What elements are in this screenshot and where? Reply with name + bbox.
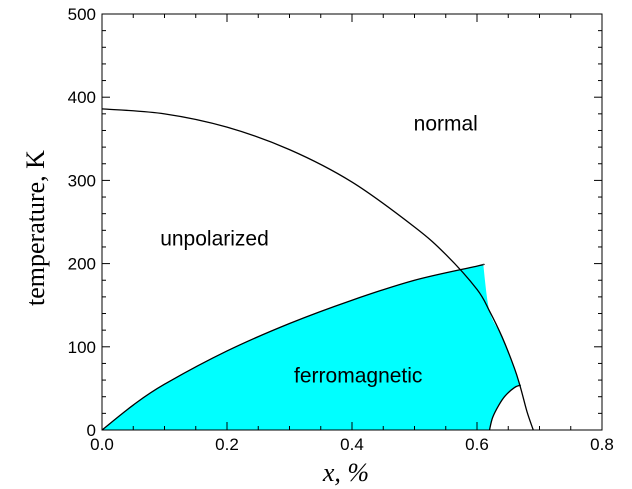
- x-tick-label: 0.0: [90, 435, 114, 454]
- x-axis: 0.0 0.2 0.4 0.6 0.8: [90, 14, 614, 454]
- y-axis-title: temperature, K: [21, 150, 50, 306]
- x-tick-label: 0.8: [590, 435, 614, 454]
- x-tick-label: 0.6: [465, 435, 489, 454]
- inner-boundary-line: [488, 384, 521, 431]
- region-label-ferromagnetic: ferromagnetic: [294, 365, 422, 388]
- y-axis: 0 100 200 300 400 500: [68, 5, 602, 440]
- y-tick-label: 100: [68, 338, 96, 357]
- y-tick-label: 200: [68, 255, 96, 274]
- x-tick-label: 0.4: [340, 435, 364, 454]
- y-tick-label: 400: [68, 88, 96, 107]
- ferromagnetic-boundary-line: [101, 263, 485, 431]
- curves-layer: [101, 108, 534, 431]
- x-tick-label: 0.2: [215, 435, 239, 454]
- region-label-normal: normal: [414, 112, 478, 135]
- y-tick-label: 300: [68, 171, 96, 190]
- y-tick-label: 0: [87, 421, 96, 440]
- x-axis-title: x, %: [322, 458, 369, 487]
- y-tick-label: 500: [68, 5, 96, 24]
- region-label-unpolarized: unpolarized: [160, 227, 269, 250]
- region-labels: normal unpolarized ferromagnetic: [160, 112, 478, 387]
- ferromagnetic-region-fill: [102, 264, 522, 430]
